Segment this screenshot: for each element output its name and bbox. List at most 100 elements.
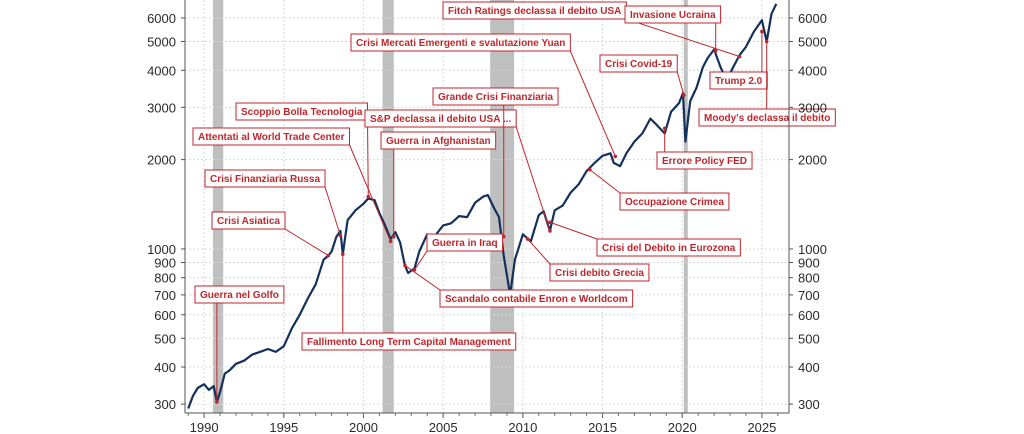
x-tick-label-2015: 2015 bbox=[588, 420, 617, 434]
y-tick-label-left-4000: 4000 bbox=[147, 63, 176, 78]
y-tick-label-left-300: 300 bbox=[154, 397, 176, 412]
annotation-connector bbox=[367, 119, 369, 197]
annotation-box bbox=[204, 169, 326, 188]
annotation-label: Scandalo contabile Enron e Worldcom bbox=[445, 294, 628, 305]
annotation-connector bbox=[549, 221, 598, 240]
annotation-box bbox=[624, 5, 722, 24]
y-tick-label-right-2000: 2000 bbox=[798, 153, 827, 168]
annotation-point bbox=[366, 194, 371, 199]
annotation-point bbox=[525, 237, 530, 241]
y-tick-label-left-800: 800 bbox=[154, 271, 176, 286]
annotation-7: Guerra in Afghanistan bbox=[380, 131, 497, 239]
y-tick-label-right-5000: 5000 bbox=[798, 35, 827, 50]
y-tick-label-left-5000: 5000 bbox=[147, 35, 176, 50]
y-tick-label-left-400: 400 bbox=[154, 360, 176, 375]
y-tick-label-right-400: 400 bbox=[798, 360, 820, 375]
annotation-18: Invasione Ucraina bbox=[624, 5, 722, 53]
annotation-11: Crisi debito Grecia bbox=[525, 237, 650, 282]
annotation-box bbox=[599, 54, 678, 73]
annotation-box bbox=[364, 109, 517, 128]
annotation-label: Grande Crisi Finanziaria bbox=[438, 92, 553, 103]
annotation-connector bbox=[676, 71, 685, 96]
annotation-box bbox=[426, 233, 504, 252]
annotation-20: Moody's declassa il debito bbox=[698, 39, 836, 127]
annotation-connector bbox=[349, 144, 392, 242]
annotation-15: Crisi Covid-19 bbox=[599, 54, 686, 97]
annotation-label: Occupazione Crimea bbox=[625, 197, 724, 208]
annotation-label: Invasione Ucraina bbox=[630, 10, 716, 21]
annotation-2: Crisi Finanziaria Russa bbox=[204, 169, 343, 238]
y-tick-label-right-900: 900 bbox=[798, 256, 820, 271]
y-tick-label-right-1000: 1000 bbox=[798, 242, 827, 257]
annotation-label: Fitch Ratings declassa il debito USA bbox=[448, 6, 621, 17]
annotation-box bbox=[656, 151, 753, 170]
y-tick-label-left-700: 700 bbox=[154, 288, 176, 303]
y-tick-label-left-500: 500 bbox=[154, 331, 176, 346]
annotation-point bbox=[613, 154, 618, 159]
x-tick-label-2025: 2025 bbox=[747, 420, 776, 434]
annotation-point bbox=[326, 253, 331, 258]
annotation-box bbox=[439, 289, 634, 308]
x-tick-label-1995: 1995 bbox=[269, 420, 298, 434]
annotation-label: Scoppio Bolla Tecnologia bbox=[241, 107, 363, 118]
annotation-label: Guerra in Iraq bbox=[432, 238, 498, 249]
y-tick-label-left-2000: 2000 bbox=[147, 153, 176, 168]
annotation-label: Errore Policy FED bbox=[662, 156, 747, 167]
annotation-connector bbox=[626, 18, 740, 58]
annotation-point bbox=[662, 126, 667, 131]
annotation-1: Crisi Asiatica bbox=[211, 211, 331, 258]
annotation-10: Scandalo contabile Enron e Worldcom bbox=[403, 263, 634, 308]
annotation-box bbox=[549, 263, 650, 282]
annotation-connector bbox=[324, 186, 341, 236]
annotation-box bbox=[192, 127, 351, 146]
annotation-box bbox=[619, 192, 730, 211]
x-tick-label-1990: 1990 bbox=[190, 420, 219, 434]
y-tick-label-right-700: 700 bbox=[798, 288, 820, 303]
annotation-point bbox=[587, 167, 592, 172]
series-line-0 bbox=[187, 3, 778, 409]
recession-band-0 bbox=[212, 0, 224, 413]
annotation-point bbox=[548, 220, 552, 225]
annotation-3: Attentati al World Trade Center bbox=[192, 127, 393, 244]
y-tick-label-left-6000: 6000 bbox=[147, 11, 176, 26]
annotation-connector bbox=[284, 228, 329, 256]
annotation-label: Crisi debito Grecia bbox=[555, 268, 644, 279]
y-tick-label-right-800: 800 bbox=[798, 271, 820, 286]
x-tick-label-2000: 2000 bbox=[349, 420, 378, 434]
annotation-point bbox=[340, 252, 345, 256]
annotation-16: Errore Policy FED bbox=[656, 126, 753, 170]
annotation-box bbox=[380, 131, 497, 150]
annotation-9: Guerra in Iraq bbox=[412, 233, 504, 272]
annotation-label: Attentati al World Trade Center bbox=[198, 132, 345, 143]
annotation-point bbox=[760, 29, 764, 34]
annotation-box bbox=[301, 332, 517, 351]
annotation-point bbox=[682, 93, 686, 97]
annotation-label: S&P declassa il debito USA ... bbox=[370, 114, 511, 125]
annotation-box bbox=[211, 211, 286, 230]
y-tick-label-left-600: 600 bbox=[154, 308, 176, 323]
y-tick-label-left-900: 900 bbox=[154, 256, 176, 271]
annotation-label: Crisi Mercati Emergenti e svalutazione Y… bbox=[356, 38, 565, 49]
annotation-8: Grande Crisi Finanziaria bbox=[432, 87, 559, 239]
annotation-connector bbox=[569, 50, 616, 157]
annotation-box bbox=[194, 285, 285, 304]
annotation-label: Crisi Asiatica bbox=[217, 216, 280, 227]
y-tick-label-right-4000: 4000 bbox=[798, 63, 827, 78]
annotation-connector bbox=[404, 265, 441, 291]
annotation-label: Crisi del Debito in Eurozona bbox=[602, 243, 736, 254]
x-tick-label-2020: 2020 bbox=[668, 420, 697, 434]
series-layer bbox=[187, 3, 778, 409]
y-tick-label-right-500: 500 bbox=[798, 331, 820, 346]
x-tick-label-2005: 2005 bbox=[429, 420, 458, 434]
annotation-label: Moody's declassa il debito bbox=[704, 113, 830, 124]
annotation-point bbox=[391, 234, 396, 239]
annotation-label: Guerra in Afghanistan bbox=[386, 136, 491, 147]
annotation-point bbox=[403, 263, 407, 268]
annotation-label: Guerra nel Golfo bbox=[200, 290, 279, 301]
recession-band-1 bbox=[382, 0, 394, 413]
annotation-12: Crisi del Debito in Eurozona bbox=[548, 220, 741, 257]
annotation-label: Crisi Finanziaria Russa bbox=[210, 174, 320, 185]
annotation-connector bbox=[414, 250, 428, 271]
